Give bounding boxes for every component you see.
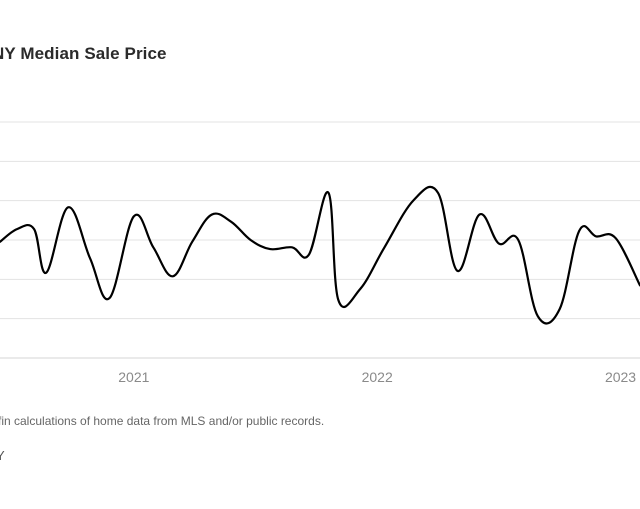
- x-axis-ticks: 2021 2022 2023: [118, 369, 636, 385]
- x-tick-label: 2023: [605, 369, 636, 385]
- location-label: Y: [0, 448, 5, 463]
- gridlines: [0, 121, 640, 359]
- chart-title: NY Median Sale Price: [0, 44, 167, 63]
- x-tick-label: 2022: [362, 369, 393, 385]
- source-footnote: fin calculations of home data from MLS a…: [0, 414, 325, 428]
- median-sale-price-line: [0, 185, 640, 325]
- x-tick-label: 2021: [118, 369, 149, 385]
